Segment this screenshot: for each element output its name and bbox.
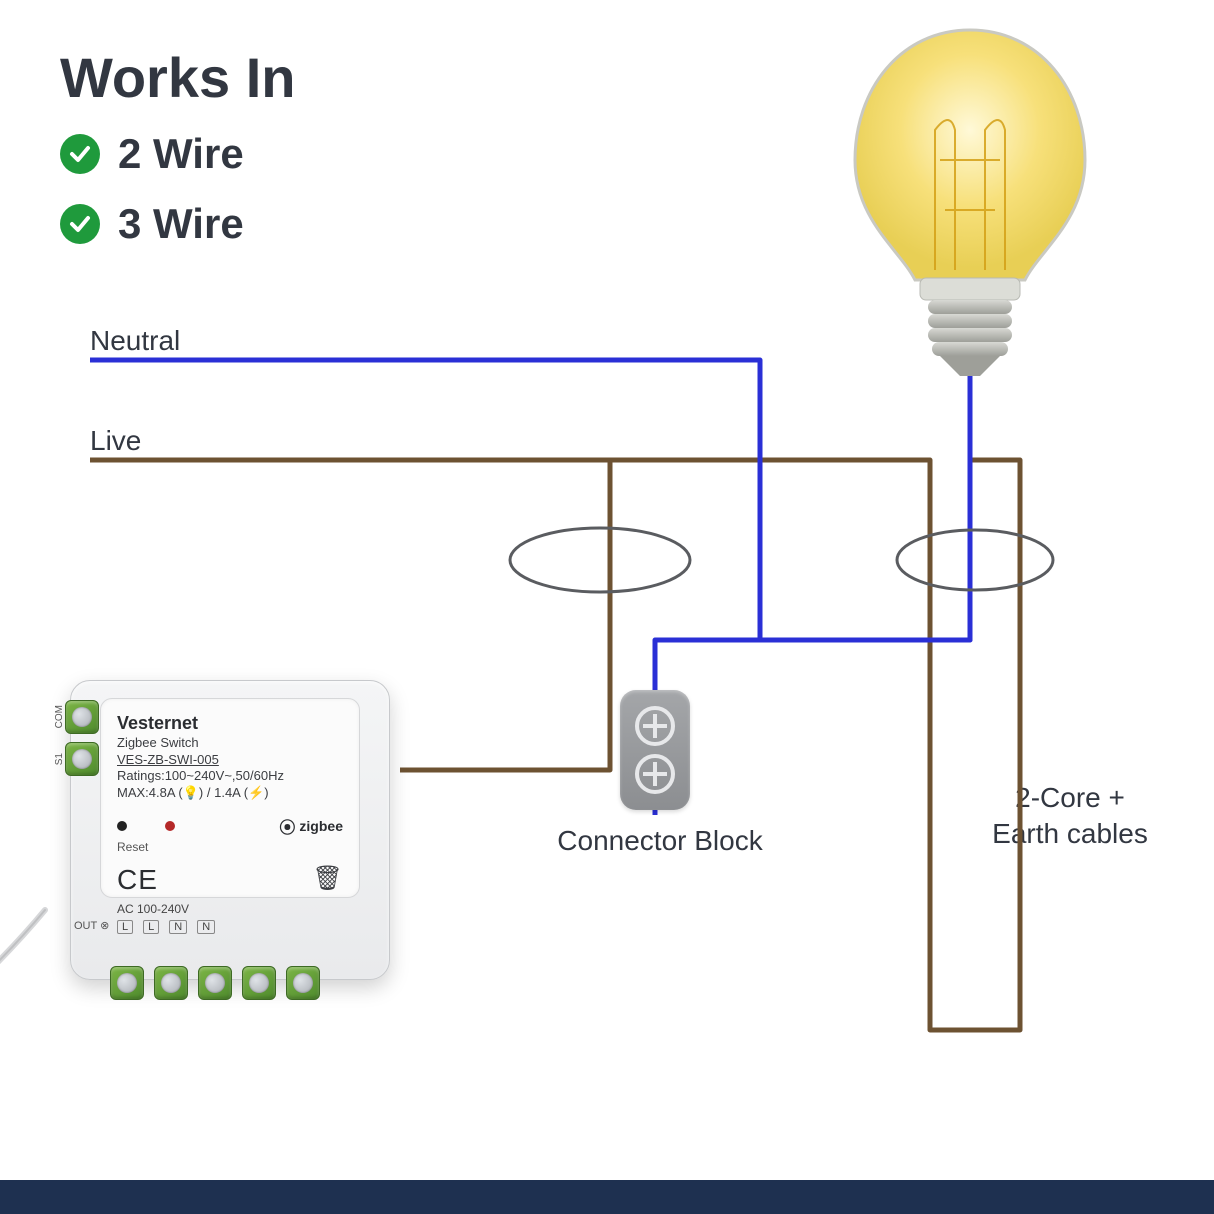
page-title: Works In: [60, 45, 295, 110]
screw-terminal: [242, 966, 276, 1000]
module-bottom-terminals: [110, 966, 320, 1000]
check-item-2wire: 2 Wire: [60, 130, 244, 178]
terminal-label: S1: [54, 753, 65, 765]
module-left-terminals: COM S1: [68, 700, 99, 776]
bottom-bar: [0, 1180, 1214, 1214]
led-indicator-icon: [165, 821, 175, 831]
screw-terminal: [154, 966, 188, 1000]
module-max: MAX:4.8A (💡) / 1.4A (⚡): [117, 784, 343, 802]
live-label: Live: [90, 425, 141, 457]
module-ac: AC 100-240V: [117, 902, 343, 916]
checklist: 2 Wire 3 Wire: [60, 130, 244, 270]
module-type: Zigbee Switch: [117, 734, 343, 752]
module-brand: Vesternet: [117, 713, 343, 734]
connector-block-icon: [620, 690, 690, 810]
connector-hole: [635, 706, 675, 746]
check-item-3wire: 3 Wire: [60, 200, 244, 248]
screw-terminal: [110, 966, 144, 1000]
connector-block-label: Connector Block: [530, 825, 790, 857]
neutral-label: Neutral: [90, 325, 180, 357]
screw-terminal: [65, 700, 99, 734]
module-face: Vesternet Zigbee Switch VES-ZB-SWI-005 R…: [100, 698, 360, 898]
check-label: 2 Wire: [118, 130, 244, 178]
antenna-wire-icon: [0, 890, 70, 980]
module-model: VES-ZB-SWI-005: [117, 752, 343, 767]
light-bulb-icon: [840, 20, 1100, 380]
weee-icon: 🗑: [313, 864, 343, 893]
reset-button-icon: [117, 821, 127, 831]
out-label: OUT ⊗: [74, 919, 109, 932]
screw-terminal: [198, 966, 232, 1000]
terminal-label: COM: [54, 705, 65, 728]
module-terminal-labels: L L N N: [117, 920, 343, 934]
zigbee-switch-module: COM S1 Vesternet Zigbee Switch VES-ZB-SW…: [30, 640, 430, 1020]
module-ratings: Ratings:100~240V~,50/60Hz: [117, 767, 343, 785]
reset-label: Reset: [117, 840, 343, 854]
zigbee-logo: ⦿zigbee: [279, 814, 343, 838]
screw-terminal: [286, 966, 320, 1000]
check-label: 3 Wire: [118, 200, 244, 248]
screw-terminal: [65, 742, 99, 776]
check-icon: [60, 204, 100, 244]
earth-cables-label: 2-Core +Earth cables: [970, 780, 1170, 853]
check-icon: [60, 134, 100, 174]
connector-hole: [635, 754, 675, 794]
ce-mark: CE: [117, 864, 158, 896]
